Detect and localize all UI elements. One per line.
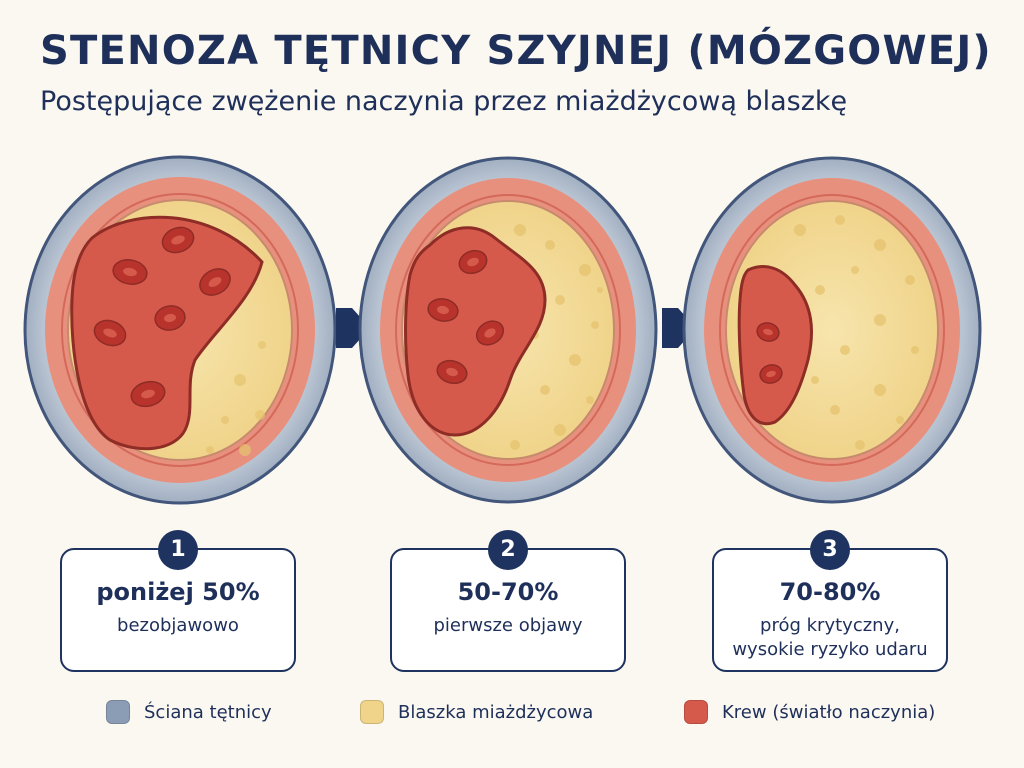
page-title: STENOZA TĘTNICY SZYJNEJ (MÓZGOWEJ) [40, 28, 992, 74]
vessel-stage-2 [358, 156, 658, 504]
blood-lumen [404, 226, 547, 437]
legend-item-blood: Krew (światło naczynia) [684, 700, 935, 724]
legend: Ściana tętnicy Blaszka miażdżycowa Krew … [0, 700, 1024, 728]
stage-number-badge: 1 [158, 530, 198, 570]
legend-item-plaque: Blaszka miażdżycowa [360, 700, 593, 724]
stage-value: 50-70% [457, 578, 559, 606]
stenosis-diagram [23, 155, 982, 505]
progression-arrow-2 [662, 308, 696, 348]
stage-card-1: 1 poniżej 50% bezobjawowo [60, 530, 296, 672]
vessel-stage-3 [682, 156, 982, 504]
stage-description: próg krytyczny, wysokie ryzyko udaru [732, 615, 928, 660]
legend-label: Blaszka miażdżycowa [398, 701, 594, 723]
legend-label: Krew (światło naczynia) [722, 701, 936, 723]
wall-swatch-icon [106, 700, 130, 724]
blood-swatch-icon [684, 700, 708, 724]
progression-arrow-1 [336, 308, 370, 348]
stage-card-3: 3 70-80% próg krytyczny, wysokie ryzyko … [712, 530, 948, 672]
legend-item-wall: Ściana tętnicy [106, 700, 272, 724]
stage-description: bezobjawowo [117, 615, 239, 636]
stage-value: 70-80% [779, 578, 881, 606]
legend-label: Ściana tętnicy [144, 701, 272, 723]
stage-number-badge: 3 [810, 530, 850, 570]
blood-lumen [737, 265, 813, 426]
page-subtitle: Postępujące zwężenie naczynia przez miaż… [40, 86, 848, 117]
vessel-stage-1 [23, 155, 337, 505]
stage-number-badge: 2 [488, 530, 528, 570]
plaque-swatch-icon [360, 700, 384, 724]
stage-value: poniżej 50% [96, 578, 260, 606]
stage-card-2: 2 50-70% pierwsze objawy [390, 530, 626, 672]
stage-description: pierwsze objawy [433, 615, 583, 636]
